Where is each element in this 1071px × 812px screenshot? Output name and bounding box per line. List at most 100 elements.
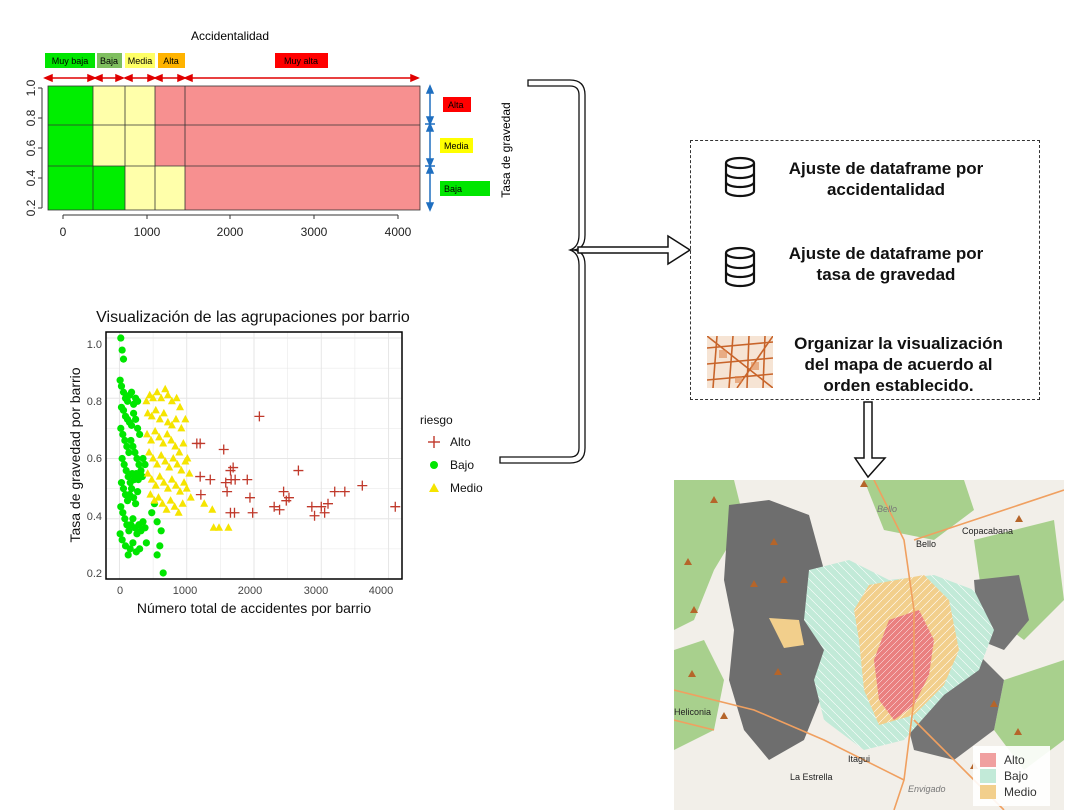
accidentalidad-regions [47,85,421,211]
scatter-point-medio [177,423,186,432]
scatter-point-medio [158,499,167,507]
step-2-line: tasa de gravedad [816,265,956,284]
scatter-frame [105,331,403,580]
scatter-point-alto [293,465,304,476]
scatter-point-bajo [116,530,124,538]
scatter-point-alto [242,474,253,485]
scatter-ytick-label: 0.2 [87,568,102,580]
scatter-point-bajo [120,460,128,469]
scatter-grid [106,332,402,580]
scatter-point-alto [390,501,401,512]
category-box-alta [158,53,185,68]
scatter-point-medio [145,447,154,456]
category-box-media [125,53,155,68]
legend-item-bajo: Bajo [430,458,474,472]
scatter-point-bajo [134,424,142,432]
category-label-alta: Alta [163,56,179,66]
scatter-point-medio [185,469,194,477]
scatter-point-bajo [133,454,141,463]
scatter-point-alto [306,501,317,512]
scatter-point-bajo [127,388,136,396]
scatter-point-bajo [132,500,140,508]
scatter-point-medio [167,420,176,429]
scatter-point-medio [163,417,172,426]
scatter-xtick-label: 3000 [304,585,328,597]
scatter-point-medio [175,447,184,456]
scatter-point-alto [195,438,206,449]
map-place-bello-italic: Bello [877,504,897,514]
scatter-point-medio [161,384,170,393]
legend-item-medio: Medio [429,481,483,495]
scatter-point-bajo [142,539,150,547]
scatter-point-bajo [117,382,126,390]
scatter-point-bajo [124,551,132,559]
scatter-point-alto [357,480,368,491]
map-place-envigado: Envigado [908,784,946,794]
scatter-point-alto [244,492,255,503]
scatter-point-medio [154,493,163,501]
scatter-point-alto [269,501,280,512]
top-ytick-label: 1.0 [24,79,38,96]
scatter-point-medio [155,472,164,480]
scatter-point-alto [339,486,350,497]
scatter-point-bajo [123,497,132,505]
map-legend-swatch-alto [980,753,996,767]
scatter-point-medio [174,508,183,516]
scatter-point-bajo [135,460,143,469]
top-ytick-label: 0.4 [24,169,38,186]
scatter-point-medio [151,405,160,414]
scatter-point-bajo [117,479,126,487]
scatter-point-medio [173,460,182,468]
scatter-point-bajo [129,442,137,451]
scatter-point-medio [167,475,176,483]
scatter-point-alto [195,489,206,500]
scatter-point-bajo [136,430,144,439]
scatter-point-medio [171,414,180,423]
scatter-point-medio [180,478,189,486]
scatter-point-medio [161,457,170,465]
flow-bracket [499,79,692,464]
scatter-point-medio [155,432,164,441]
scatter-ylabel: Tasa de gravedad por barrio [67,367,83,542]
gravity-box-media [440,138,473,153]
scatter-point-bajo [129,494,138,502]
scatter-point-medio [146,490,155,498]
scatter-point-bajo [119,430,127,439]
scatter-xtick-label: 0 [117,585,123,597]
top-ytick-label: 0.2 [24,199,38,216]
scatter-point-medio [143,469,152,477]
scatter-point-medio [176,402,184,411]
category-label-muy-alta: Muy alta [284,56,318,66]
scatter-point-alto [230,474,241,485]
scatter-point-bajo [153,551,161,559]
scatter-point-medio [165,463,174,471]
accidentalidad-axes [38,87,399,219]
scatter-point-medio [170,502,179,510]
scatter-xtick-label: 4000 [369,585,393,597]
scatter-point-medio [157,393,166,402]
accidentalidad-title: Accidentalidad [191,29,269,43]
scatter-point-alto [254,411,265,422]
scatter-point-medio [150,496,159,504]
scatter-point-medio [153,460,162,468]
scatter-point-medio [159,438,168,447]
scatter-point-alto [309,510,320,521]
map-place-heliconia: Heliconia [674,707,711,717]
scatter-point-bajo [123,397,132,405]
database-icon [724,156,756,198]
scatter-point-medio [215,523,224,531]
map-legend-label-bajo: Bajo [1004,769,1028,783]
scatter-chart: Visualización de las agrupaciones por ba… [67,309,483,616]
scatter-point-medio [181,414,190,423]
scatter-point-bajo [127,436,135,445]
scatter-point-bajo [119,509,127,517]
scatter-ytick-label: 0.4 [87,511,102,523]
scatter-point-medio [224,523,233,531]
scatter-point-medio [163,429,172,438]
category-label-baja: Baja [100,56,118,66]
legend-item-alto: Alto [428,435,471,449]
step-3-line: orden establecido. [823,376,974,395]
category-label-media: Media [128,56,153,66]
scatter-point-bajo [136,545,144,553]
scatter-point-bajo [139,518,147,526]
